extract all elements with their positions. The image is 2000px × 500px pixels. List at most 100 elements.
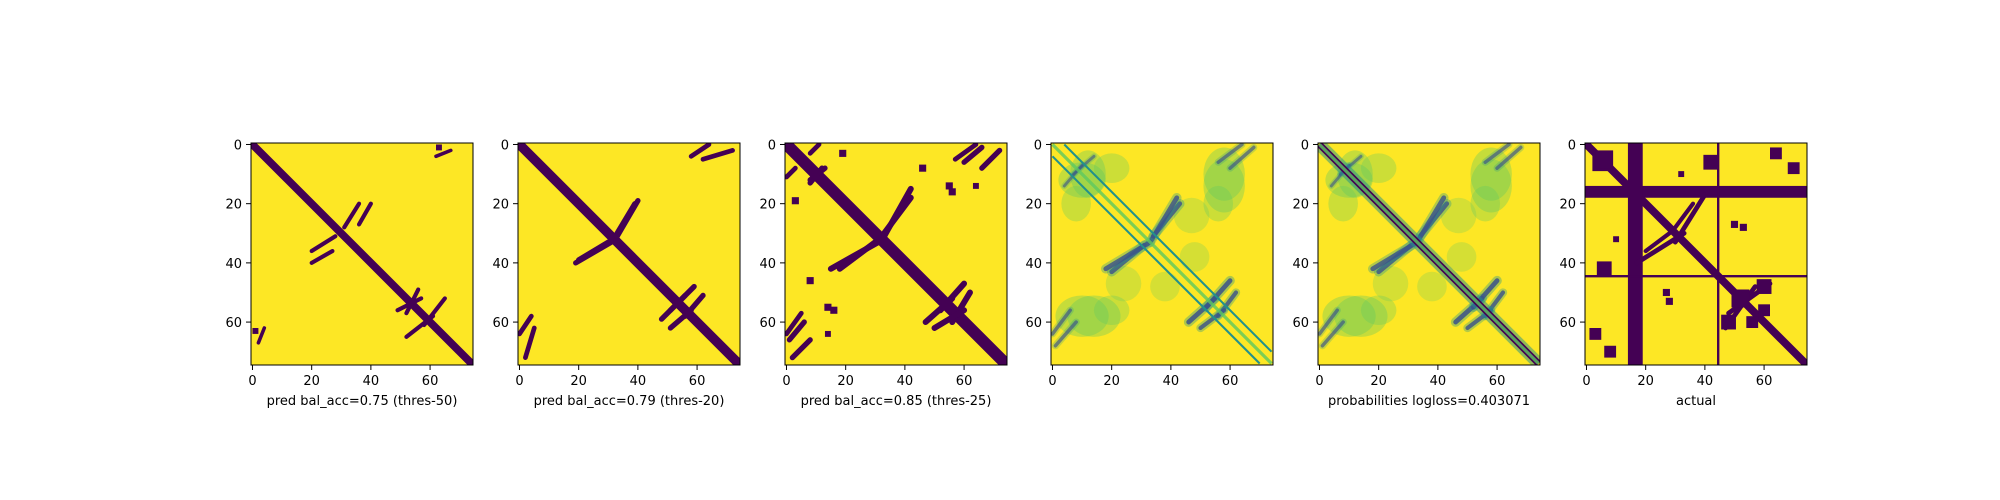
contact-segment <box>807 165 825 186</box>
x-tick-label: 20 <box>1103 374 1120 389</box>
probability-blob <box>1070 150 1106 198</box>
probability-blob <box>1093 295 1130 326</box>
panel-5: 0 20 40 60 0 20 40 60 probabilities logloss=0.40… <box>1292 138 1541 409</box>
probability-blob <box>1061 185 1091 222</box>
probability-arc <box>1228 145 1256 170</box>
x-tick-label: 40 <box>1697 374 1714 389</box>
panel-4: 0 20 40 60 0 20 40 60 <box>1025 138 1274 389</box>
contact-cluster <box>1731 289 1750 308</box>
x-tick-label: 60 <box>1489 374 1506 389</box>
probability-blob <box>1203 147 1245 201</box>
probability-arc <box>1216 143 1244 165</box>
y-tick-label: 60 <box>492 316 509 331</box>
x-tick-label: 40 <box>630 374 647 389</box>
probability-blob <box>1105 265 1142 302</box>
contact-cluster <box>1596 261 1612 277</box>
contact-segment <box>573 239 614 266</box>
contact-cluster <box>830 306 838 314</box>
x-axis-label: actual <box>1676 394 1716 409</box>
contact-segment <box>952 143 979 162</box>
x-tick-label: 0 <box>248 374 256 389</box>
contact-cluster <box>1739 223 1747 231</box>
y-tick-label: 40 <box>759 257 776 272</box>
probability-blobs <box>1322 147 1512 337</box>
x-tick-label: 40 <box>1430 374 1447 389</box>
probability-blob <box>1322 295 1376 337</box>
x-tick-label: 40 <box>363 374 380 389</box>
y-tick-label: 0 <box>1034 138 1042 153</box>
contact-segment <box>434 148 453 159</box>
x-tick-label: 20 <box>1637 374 1654 389</box>
probability-blob <box>1334 295 1388 337</box>
contact-segment <box>1643 231 1672 254</box>
contact-cluster <box>945 182 953 190</box>
contact-segment <box>614 198 641 239</box>
main-diagonal <box>1051 143 1273 365</box>
contact-cluster <box>919 164 927 172</box>
y-tick-label: 40 <box>225 257 242 272</box>
axes-frame <box>1317 142 1541 366</box>
contact-cluster <box>1721 314 1736 330</box>
x-tick-label: 60 <box>1756 374 1773 389</box>
probability-arc <box>1062 163 1084 188</box>
contact-segment <box>356 201 373 227</box>
y-tick-label: 0 <box>234 138 242 153</box>
contact-segment <box>827 239 882 272</box>
probability-blob <box>1470 159 1512 213</box>
probability-arc <box>1495 145 1523 170</box>
probability-blobs <box>1055 147 1245 337</box>
y-tick-label: 0 <box>1568 138 1576 153</box>
contact-cluster <box>1758 304 1770 317</box>
plot-area <box>251 143 473 365</box>
contact-cluster <box>1770 147 1782 160</box>
axes-frame <box>250 142 474 366</box>
x-axis-label: pred bal_acc=0.85 (thres-25) <box>801 394 992 409</box>
contact-segment <box>667 307 694 331</box>
contact-cluster <box>1613 236 1620 243</box>
contact-cluster <box>1756 279 1772 294</box>
y-tick-label: 40 <box>1559 257 1576 272</box>
probability-blob <box>1360 153 1397 183</box>
contact-cluster <box>436 144 442 151</box>
diagonal-band <box>251 143 473 365</box>
contact-cluster <box>1678 171 1685 178</box>
contact-segment <box>786 319 807 343</box>
diagonal-band <box>1585 143 1807 365</box>
offset-diagonal <box>1051 155 1261 365</box>
probability-blob <box>1470 147 1512 201</box>
contact-segment <box>404 314 436 339</box>
probability-blob <box>1203 159 1245 213</box>
contact-segment <box>881 185 914 240</box>
x-tick-label: 20 <box>303 374 320 389</box>
x-tick-label: 0 <box>1048 374 1056 389</box>
axes-frame <box>1050 142 1274 366</box>
offset-diagonal <box>1063 143 1273 353</box>
plot-area <box>785 143 1007 365</box>
contact-cluster <box>948 188 956 196</box>
probability-blob <box>1055 295 1109 337</box>
y-tick-label: 60 <box>1292 316 1309 331</box>
plot-area <box>1318 143 1540 365</box>
probability-arc <box>1370 239 1420 272</box>
contact-segment <box>931 307 968 331</box>
y-tick-label: 40 <box>1025 257 1042 272</box>
y-tick-label: 60 <box>1559 316 1576 331</box>
x-tick-label: 60 <box>956 374 973 389</box>
contact-segment <box>309 234 338 254</box>
panel-2: 0 20 40 60 0 20 40 60 pred bal_acc=0.79 (thres-2… <box>492 138 741 409</box>
probability-blob <box>1446 242 1477 272</box>
contact-cluster <box>1662 288 1670 297</box>
contact-cluster <box>1746 316 1759 328</box>
probability-blob <box>1360 295 1397 326</box>
contact-cluster <box>1787 162 1800 175</box>
y-tick-label: 60 <box>225 316 242 331</box>
x-axis-label: probabilities logloss=0.403071 <box>1328 394 1530 409</box>
vertical-band <box>1717 143 1720 365</box>
probability-blob <box>1417 271 1447 302</box>
horizontal-band <box>1585 275 1807 278</box>
y-tick-label: 40 <box>1292 257 1309 272</box>
contact-segment <box>256 326 267 345</box>
probability-arc <box>1053 320 1078 348</box>
contact-cluster <box>1589 328 1602 340</box>
